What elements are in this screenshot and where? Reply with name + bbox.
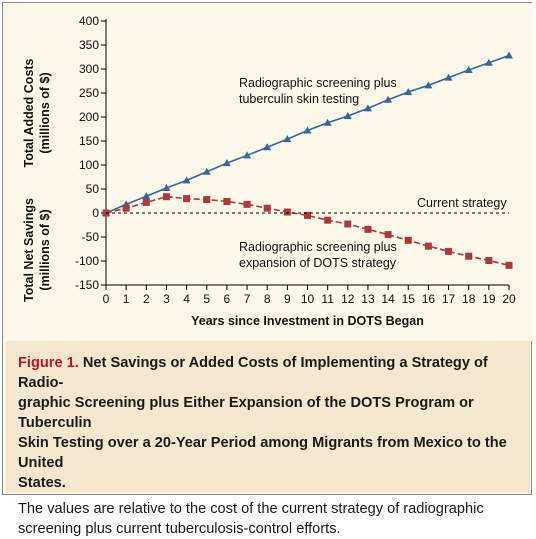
data-point-dots bbox=[223, 197, 231, 205]
x-tick-label: 18 bbox=[462, 292, 476, 306]
data-point-tst bbox=[505, 51, 513, 59]
x-tick-label: 20 bbox=[502, 292, 516, 306]
y-tick-label: 50 bbox=[86, 182, 100, 196]
data-point-tst bbox=[243, 151, 252, 159]
data-point-dots bbox=[183, 195, 191, 203]
figure-title-line-4: States. bbox=[18, 475, 66, 491]
figure-note: The values are relative to the cost of t… bbox=[18, 499, 520, 539]
y-tick-label: -50 bbox=[82, 230, 100, 244]
y-axis-title-bottom-line-2: (millions of $) bbox=[38, 209, 52, 290]
y-axis-title-top-line-2: (millions of $) bbox=[38, 72, 52, 153]
data-point-dots bbox=[445, 247, 453, 255]
x-tick-label: 13 bbox=[361, 292, 375, 306]
data-point-tst bbox=[424, 81, 433, 89]
y-axis-title-bottom-line-1: Total Net Savings bbox=[22, 198, 36, 302]
data-point-dots bbox=[424, 242, 432, 250]
data-point-tst bbox=[464, 65, 473, 73]
data-point-dots bbox=[142, 198, 150, 206]
data-point-dots bbox=[485, 257, 493, 265]
x-tick-label: 16 bbox=[422, 292, 436, 306]
data-point-dots bbox=[203, 196, 211, 204]
x-tick-label: 7 bbox=[244, 292, 251, 306]
data-point-tst bbox=[263, 143, 272, 151]
y-tick-label: 0 bbox=[92, 206, 99, 220]
x-tick-label: 15 bbox=[402, 292, 416, 306]
x-tick-label: 12 bbox=[341, 292, 355, 306]
figure-title-line-2: graphic Screening plus Either Expansion … bbox=[18, 395, 474, 431]
data-point-tst bbox=[363, 104, 372, 112]
data-point-dots bbox=[243, 200, 251, 208]
annotation-tst-line-2: tuberculin skin testing bbox=[239, 92, 359, 106]
figure-label: Figure 1. bbox=[18, 355, 79, 371]
data-point-dots bbox=[505, 261, 513, 269]
x-tick-label: 1 bbox=[123, 292, 130, 306]
data-point-tst bbox=[484, 58, 493, 66]
data-point-dots bbox=[465, 252, 473, 260]
x-tick-label: 4 bbox=[183, 292, 190, 306]
y-tick-label: 200 bbox=[79, 110, 99, 124]
x-tick-label: 10 bbox=[301, 292, 315, 306]
x-tick-label: 11 bbox=[321, 292, 334, 306]
y-tick-label: 100 bbox=[79, 158, 99, 172]
data-point-dots bbox=[344, 220, 352, 228]
annotation-dots-line-1: Radiographic screening plus bbox=[239, 240, 397, 254]
data-point-tst bbox=[343, 112, 352, 120]
figure-title-line-3: Skin Testing over a 20-Year Period among… bbox=[18, 435, 507, 471]
data-point-dots bbox=[364, 225, 372, 233]
data-point-dots bbox=[283, 208, 291, 216]
y-tick-label: 350 bbox=[79, 38, 99, 52]
data-point-tst bbox=[202, 167, 211, 175]
figure-title-line-1: Net Savings or Added Costs of Implementi… bbox=[18, 355, 488, 391]
data-point-dots bbox=[404, 236, 412, 244]
figure-note-line-2: screening plus current tuberculosis-cont… bbox=[18, 521, 341, 537]
x-tick-label: 17 bbox=[442, 292, 456, 306]
annotation-tst-line-1: Radiographic screening plus bbox=[239, 76, 397, 90]
figure-title: Figure 1. Net Savings or Added Costs of … bbox=[18, 353, 520, 493]
data-point-dots bbox=[263, 204, 271, 212]
data-point-dots bbox=[122, 204, 130, 212]
data-point-tst bbox=[444, 73, 453, 81]
data-point-tst bbox=[182, 176, 191, 184]
y-tick-label: 300 bbox=[79, 62, 99, 76]
data-point-dots bbox=[162, 193, 170, 201]
figure-caption: Figure 1. Net Savings or Added Costs of … bbox=[6, 341, 530, 537]
data-point-tst bbox=[384, 95, 393, 103]
x-tick-label: 14 bbox=[381, 292, 395, 306]
data-point-dots bbox=[384, 231, 392, 239]
x-tick-label: 6 bbox=[224, 292, 231, 306]
x-tick-label: 19 bbox=[482, 292, 496, 306]
annotation-dots-line-2: expansion of DOTS strategy bbox=[239, 256, 397, 270]
y-tick-label: -100 bbox=[75, 254, 99, 268]
data-point-tst bbox=[283, 135, 292, 143]
series-line-dots bbox=[105, 195, 510, 267]
data-point-tst bbox=[404, 88, 413, 96]
data-point-dots bbox=[324, 216, 332, 224]
y-tick-label: -150 bbox=[75, 278, 99, 292]
x-tick-label: 2 bbox=[143, 292, 150, 306]
x-tick-label: 0 bbox=[103, 292, 110, 306]
chart-area: -150 -100 -50 0 50 100 150 200 250 300 350 400 0 1 2 3 4… bbox=[3, 3, 533, 341]
data-point-tst bbox=[142, 192, 151, 200]
y-tick-label: 400 bbox=[79, 14, 99, 28]
y-axis-title-top-line-1: Total Added Costs bbox=[22, 58, 36, 167]
data-point-tst bbox=[303, 126, 312, 134]
y-tick-label: 150 bbox=[79, 134, 99, 148]
data-point-tst bbox=[323, 118, 332, 126]
x-tick-label: 5 bbox=[203, 292, 210, 306]
data-point-tst bbox=[222, 159, 231, 167]
x-axis-title: Years since Investment in DOTS Began bbox=[191, 314, 424, 328]
data-point-tst bbox=[162, 184, 171, 192]
x-tick-label: 9 bbox=[284, 292, 291, 306]
y-tick-label: 250 bbox=[79, 86, 99, 100]
figure-note-line-1: The values are relative to the cost of t… bbox=[18, 501, 484, 517]
data-point-dots bbox=[304, 211, 311, 219]
annotation-current-strategy: Current strategy bbox=[417, 196, 507, 210]
x-tick-label: 3 bbox=[163, 292, 170, 306]
x-tick-label: 8 bbox=[264, 292, 271, 306]
